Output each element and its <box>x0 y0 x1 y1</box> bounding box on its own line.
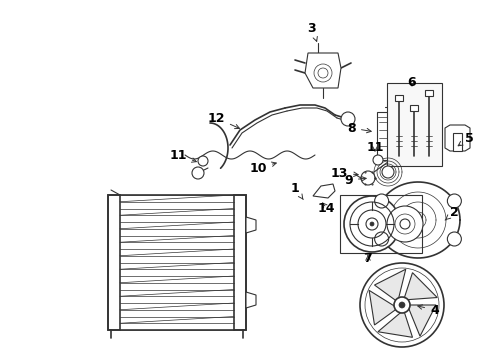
Polygon shape <box>374 269 405 301</box>
Circle shape <box>399 219 409 229</box>
Polygon shape <box>245 217 256 233</box>
Polygon shape <box>305 53 340 88</box>
Circle shape <box>381 166 393 178</box>
Text: 2: 2 <box>444 206 458 220</box>
Circle shape <box>365 218 377 230</box>
Polygon shape <box>375 182 459 258</box>
Bar <box>452 133 461 151</box>
Circle shape <box>374 232 388 246</box>
Text: 11: 11 <box>366 140 383 153</box>
Bar <box>108 195 120 330</box>
Text: 6: 6 <box>407 76 415 89</box>
Bar <box>424 90 432 96</box>
Circle shape <box>198 156 207 166</box>
Text: 1: 1 <box>290 181 303 199</box>
Circle shape <box>360 171 374 185</box>
Text: 3: 3 <box>307 22 317 41</box>
Bar <box>409 105 417 111</box>
Polygon shape <box>403 273 436 300</box>
Circle shape <box>192 167 203 179</box>
Circle shape <box>369 222 373 226</box>
Polygon shape <box>368 291 396 325</box>
Circle shape <box>374 194 388 208</box>
Text: 8: 8 <box>346 122 370 135</box>
Bar <box>108 195 245 330</box>
Bar <box>339 195 421 253</box>
Circle shape <box>393 297 409 313</box>
Polygon shape <box>407 305 435 336</box>
Circle shape <box>372 155 382 165</box>
Circle shape <box>447 194 461 208</box>
Bar <box>394 95 402 101</box>
Bar <box>234 195 245 330</box>
Text: 7: 7 <box>363 252 372 265</box>
Text: 4: 4 <box>417 303 438 316</box>
Circle shape <box>398 302 404 308</box>
Text: 11: 11 <box>169 149 196 162</box>
Text: 14: 14 <box>317 202 335 215</box>
Polygon shape <box>245 292 256 308</box>
Circle shape <box>447 232 461 246</box>
Polygon shape <box>377 311 412 337</box>
Text: 10: 10 <box>249 162 276 175</box>
Bar <box>386 83 441 166</box>
Text: 13: 13 <box>330 166 357 180</box>
Bar <box>376 112 398 160</box>
Circle shape <box>359 263 443 347</box>
Text: 5: 5 <box>457 131 473 146</box>
Circle shape <box>343 196 399 252</box>
Circle shape <box>386 206 422 242</box>
Circle shape <box>340 112 354 126</box>
Text: 9: 9 <box>344 174 366 186</box>
Text: 12: 12 <box>207 112 239 129</box>
